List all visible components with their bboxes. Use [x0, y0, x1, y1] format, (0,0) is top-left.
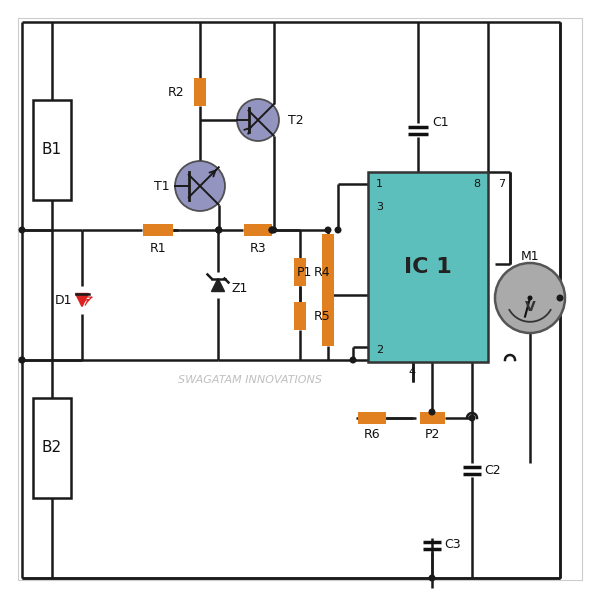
Text: C2: C2 [484, 463, 500, 476]
Bar [194, 78, 206, 106]
Text: 8: 8 [473, 179, 480, 189]
Text: R5: R5 [314, 310, 331, 323]
Circle shape [215, 226, 222, 233]
Circle shape [269, 226, 275, 233]
Text: V: V [524, 300, 535, 314]
Circle shape [335, 226, 341, 233]
Bar [368, 172, 488, 362]
Circle shape [557, 295, 563, 301]
Text: T2: T2 [288, 113, 304, 127]
Text: R4: R4 [314, 265, 331, 278]
Bar [33, 100, 71, 200]
Text: B2: B2 [42, 440, 62, 455]
Text: B1: B1 [42, 142, 62, 157]
Text: M1: M1 [521, 250, 539, 263]
Circle shape [175, 161, 225, 211]
Text: P1: P1 [296, 265, 312, 278]
Circle shape [19, 226, 25, 233]
Polygon shape [212, 278, 224, 292]
Text: 3: 3 [376, 202, 383, 212]
Text: 7: 7 [499, 179, 506, 189]
Circle shape [215, 226, 222, 233]
Bar [358, 412, 386, 424]
Text: 2: 2 [376, 345, 383, 355]
Text: T1: T1 [154, 179, 170, 193]
Circle shape [428, 575, 436, 581]
Circle shape [495, 263, 565, 333]
Bar [244, 224, 272, 236]
Circle shape [428, 409, 436, 415]
Bar [419, 412, 445, 424]
Text: R6: R6 [364, 427, 380, 440]
Circle shape [19, 356, 25, 364]
Text: IC 1: IC 1 [404, 257, 452, 277]
Circle shape [270, 226, 277, 233]
Bar [322, 234, 334, 346]
Circle shape [269, 226, 275, 233]
Circle shape [349, 356, 356, 364]
Polygon shape [76, 293, 89, 307]
Text: C1: C1 [432, 115, 449, 128]
Text: 1: 1 [376, 179, 383, 189]
Circle shape [527, 295, 533, 301]
Text: 4: 4 [408, 367, 415, 377]
Bar [294, 302, 306, 330]
Text: Z1: Z1 [232, 283, 248, 295]
Circle shape [325, 226, 331, 233]
Text: SWAGATAM INNOVATIONS: SWAGATAM INNOVATIONS [178, 375, 322, 385]
Circle shape [215, 226, 222, 233]
Text: R3: R3 [250, 241, 266, 254]
Bar [33, 398, 71, 498]
Bar [143, 224, 173, 236]
Circle shape [19, 356, 25, 364]
Circle shape [469, 415, 476, 421]
Bar [294, 258, 306, 286]
Text: C3: C3 [444, 539, 461, 551]
Circle shape [237, 99, 279, 141]
Text: R1: R1 [149, 241, 166, 254]
Text: D1: D1 [55, 293, 73, 307]
Text: P2: P2 [424, 427, 440, 440]
Text: R2: R2 [167, 85, 184, 98]
